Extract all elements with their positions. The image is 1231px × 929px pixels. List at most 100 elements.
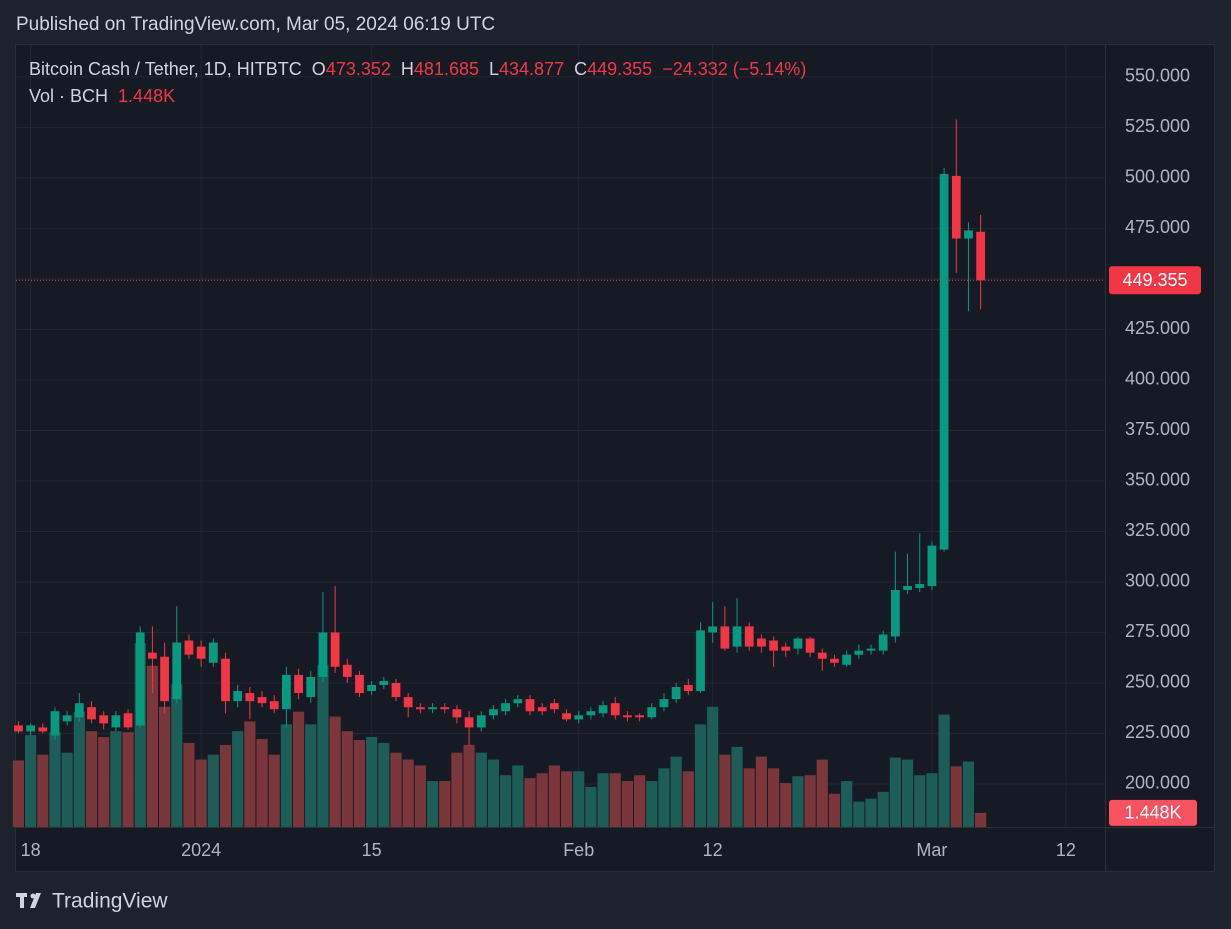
candle-body [623, 715, 632, 718]
volume-bar [901, 759, 914, 827]
candle-body [355, 674, 364, 694]
volume-bar [37, 754, 49, 827]
y-tick-label: 400.000 [1125, 369, 1190, 389]
volume-bar [500, 775, 512, 827]
volume-bar [305, 724, 317, 827]
y-tick-label: 375.000 [1125, 419, 1190, 439]
candle-body [635, 715, 644, 718]
volume-bar [634, 775, 646, 827]
ohlc-value: 473.352 [325, 59, 391, 79]
volume-bar [560, 771, 573, 827]
volume-bar [195, 759, 207, 827]
x-tick-label: Mar [916, 840, 947, 860]
candle-body [452, 709, 462, 718]
x-tick-label: 2024 [181, 840, 221, 860]
candle-body [87, 707, 96, 720]
candle-body [610, 703, 620, 716]
volume-bar [804, 775, 816, 827]
y-tick-label: 200.000 [1125, 773, 1190, 793]
x-tick-label: 15 [362, 840, 382, 860]
volume-bar [256, 739, 268, 827]
legend: Bitcoin Cash / Tether, 1D, HITBTC O473.3… [29, 56, 806, 110]
volume-bar [61, 752, 73, 827]
candle-body [135, 632, 145, 726]
candle-body [306, 676, 316, 698]
volume-bar [25, 735, 37, 827]
legend-row: Vol · BCH 1.448K [29, 83, 806, 110]
volume-bar [49, 732, 61, 827]
published-header: Published on TradingView.com, Mar 05, 20… [16, 14, 495, 35]
y-tick-label: 250.000 [1125, 672, 1190, 692]
x-tick-label: 12 [1056, 840, 1076, 860]
candle-body [964, 230, 973, 239]
volume-bar [780, 783, 792, 827]
volume-bar [731, 746, 743, 827]
volume-bar [597, 773, 609, 827]
volume-bar [98, 737, 110, 827]
candle-body [647, 707, 657, 718]
volume-bar [219, 744, 232, 827]
candle-body [817, 652, 827, 659]
volume-bar [682, 771, 694, 827]
candle-body [732, 626, 742, 647]
candle-body [951, 175, 961, 239]
volume-bar [792, 776, 804, 827]
volume-bar [767, 768, 780, 827]
volume-bar [658, 768, 670, 827]
candle-body [915, 583, 925, 589]
candle-body [318, 632, 328, 677]
candle-body [464, 717, 474, 728]
last-price-box [1109, 266, 1201, 295]
candle-body [160, 656, 169, 702]
ohlc-key: L [489, 59, 500, 79]
candle-body [269, 701, 279, 710]
volume-bar [183, 742, 195, 827]
candle-body [62, 715, 72, 722]
candle-body [890, 590, 900, 637]
volume-bar [402, 759, 414, 827]
ohlc-value: 481.685 [413, 59, 479, 79]
volume-bar [390, 752, 402, 827]
candle-body [489, 709, 498, 716]
volume-bar [548, 765, 560, 827]
y-tick-label: 275.000 [1125, 621, 1190, 641]
candle-body [233, 691, 243, 702]
candle-body [26, 725, 36, 732]
candle-body [525, 699, 535, 712]
volume-bar [828, 793, 841, 827]
candle-body [830, 658, 839, 663]
y-tick-label: 475.000 [1125, 217, 1190, 237]
candle-body [586, 711, 596, 716]
ohlc-key: O [311, 59, 326, 79]
last-volume-label: 1.448K [1124, 803, 1181, 823]
volume-bar [573, 771, 585, 827]
candle-body [805, 638, 815, 653]
chart-frame [15, 44, 1215, 872]
change: −24.332 (−5.14%) [662, 59, 807, 79]
candle-body [74, 703, 84, 718]
volume-bar [159, 706, 171, 827]
candle-body [172, 642, 182, 700]
candle-body [683, 684, 693, 692]
candle-body [708, 626, 718, 633]
volume-bar [719, 754, 731, 827]
volume-bar [975, 812, 987, 827]
candle-body [720, 626, 730, 649]
candle-body [513, 699, 523, 704]
volume-bar [889, 757, 901, 827]
volume-title: Vol · BCH [29, 86, 109, 106]
volume-bar [755, 756, 767, 827]
candle-body [854, 650, 864, 655]
candle-body [294, 674, 303, 694]
y-tick-label: 500.000 [1125, 167, 1190, 187]
volume-bar [926, 773, 938, 827]
candle-body [184, 640, 194, 655]
volume-bar [463, 744, 475, 827]
footer-brand: TradingView [52, 890, 168, 913]
volume-bar [317, 664, 329, 827]
candle-body [842, 654, 852, 665]
candle-body [221, 658, 230, 702]
candle-body [367, 684, 377, 692]
x-tick-label: 12 [703, 840, 723, 860]
volume-bar [743, 768, 755, 827]
